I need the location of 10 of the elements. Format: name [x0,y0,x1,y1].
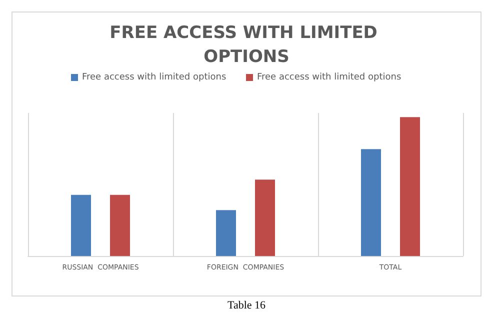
legend-label: Free access with limited options [257,72,402,82]
bar [400,117,420,256]
bar [255,180,275,256]
legend-label: Free access with limited options [82,72,226,82]
bar [216,210,236,256]
caption: Table 16 [227,300,266,312]
bar [110,194,130,256]
bar [71,194,91,256]
chart-title: FREE ACCESS WITH LIMITED OPTIONS [110,23,384,67]
bar [361,149,381,256]
